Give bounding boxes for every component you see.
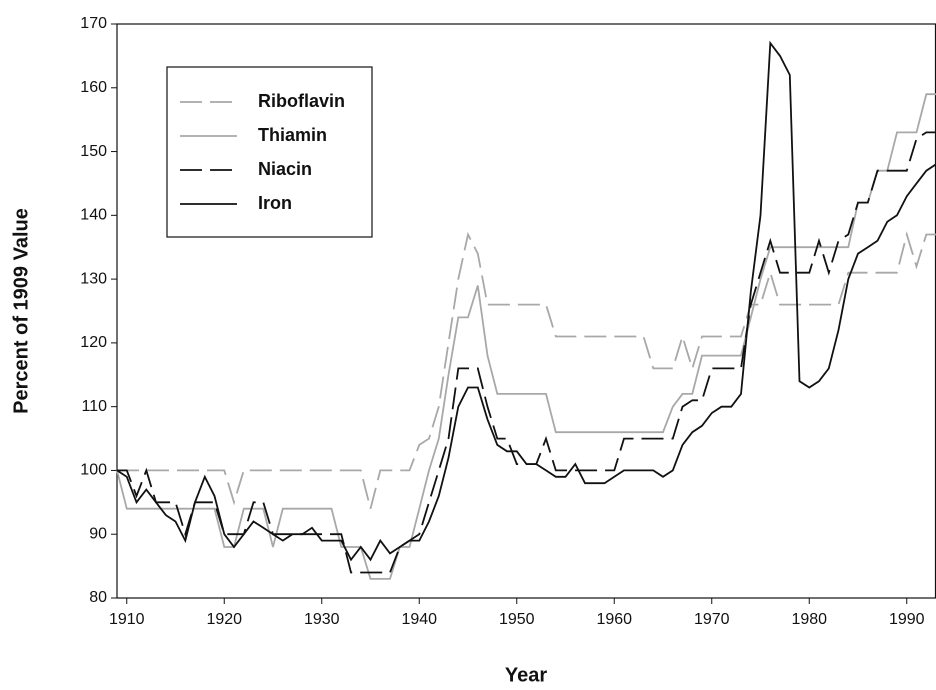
legend-label: Riboflavin: [258, 91, 345, 111]
x-tick-label: 1990: [889, 611, 925, 628]
x-axis-label: Year: [505, 664, 547, 686]
y-tick-label: 140: [80, 207, 107, 224]
x-tick-label: 1940: [401, 611, 437, 628]
x-tick-label: 1960: [596, 611, 632, 628]
legend-label: Niacin: [258, 159, 312, 179]
y-axis-label: Percent of 1909 Value: [10, 208, 32, 414]
y-tick-label: 100: [80, 462, 107, 479]
y-tick-label: 160: [80, 79, 107, 96]
y-tick-label: 130: [80, 270, 107, 287]
y-tick-label: 90: [89, 525, 107, 542]
series-line: [117, 231, 936, 509]
y-tick-label: 120: [80, 334, 107, 351]
y-tick-label: 80: [89, 589, 107, 606]
y-tick-label: 150: [80, 143, 107, 160]
legend-label: Thiamin: [258, 125, 327, 145]
x-tick-label: 1950: [499, 611, 535, 628]
x-tick-label: 1920: [206, 611, 242, 628]
y-tick-label: 110: [81, 398, 107, 415]
legend-label: Iron: [258, 193, 292, 213]
x-tick-label: 1980: [791, 611, 827, 628]
series-line: [116, 93, 936, 580]
x-tick-label: 1910: [109, 611, 145, 628]
x-tick-label: 1930: [304, 611, 340, 628]
y-tick-label: 170: [80, 15, 107, 32]
legend-box: [166, 66, 373, 238]
x-tick-label: 1970: [694, 611, 730, 628]
series-line: [116, 40, 936, 562]
